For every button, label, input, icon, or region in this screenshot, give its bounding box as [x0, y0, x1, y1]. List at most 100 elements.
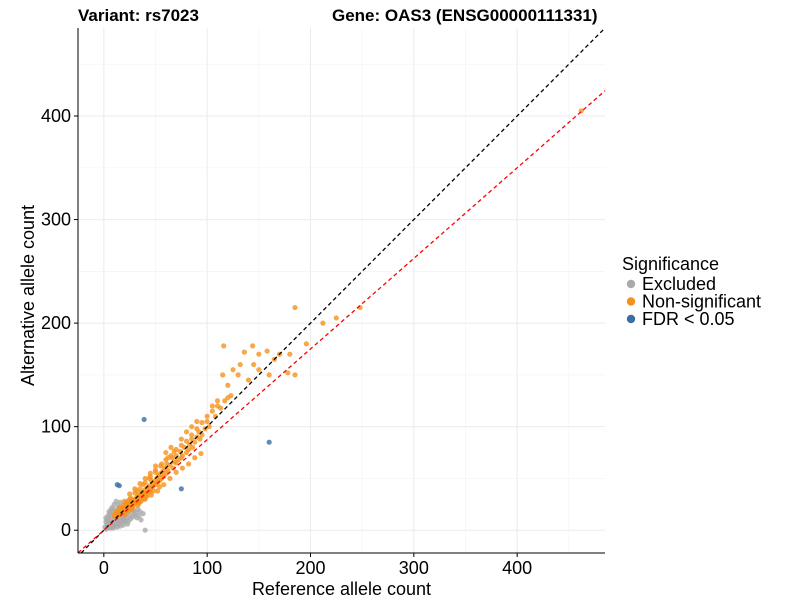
legend-swatch	[626, 297, 636, 306]
point-non-significant	[132, 486, 138, 492]
point-non-significant	[220, 372, 226, 378]
point-non-significant	[173, 469, 179, 475]
point-excluded	[103, 515, 109, 521]
point-excluded	[106, 508, 112, 515]
point-non-significant	[228, 393, 234, 399]
point-excluded	[125, 521, 131, 527]
point-non-significant	[178, 436, 184, 442]
point-non-significant	[146, 475, 152, 482]
point-non-significant	[164, 461, 170, 467]
point-non-significant	[147, 470, 153, 476]
point-non-significant	[230, 367, 236, 373]
point-non-significant	[209, 403, 215, 409]
point-non-significant	[214, 403, 221, 409]
legend-label: Excluded	[642, 274, 716, 294]
point-non-significant	[183, 429, 190, 435]
x-tick-label: 300	[399, 558, 429, 578]
point-non-significant	[179, 465, 185, 471]
point-excluded	[113, 498, 119, 504]
y-tick-label: 400	[41, 106, 71, 126]
point-non-significant	[168, 444, 174, 450]
point-fdr-0-05	[266, 439, 272, 445]
point-excluded	[110, 525, 116, 531]
point-non-significant	[204, 413, 210, 419]
point-non-significant	[152, 467, 159, 473]
point-non-significant	[206, 424, 212, 430]
point-non-significant	[135, 502, 141, 508]
point-non-significant	[225, 382, 231, 388]
fit-reference-line	[77, 90, 606, 554]
gene-title: Gene: OAS3 (ENSG00000111331)	[332, 6, 598, 25]
y-tick-label: 0	[61, 520, 71, 540]
point-fdr-0-05	[116, 483, 122, 489]
point-non-significant	[237, 361, 243, 368]
legend-title: Significance	[622, 254, 719, 274]
point-non-significant	[285, 370, 291, 376]
point-non-significant	[333, 315, 339, 321]
point-non-significant	[194, 426, 200, 432]
point-non-significant	[141, 496, 147, 502]
point-fdr-0-05	[178, 486, 184, 492]
point-non-significant	[320, 320, 326, 326]
point-non-significant	[137, 481, 143, 487]
point-non-significant	[251, 361, 257, 368]
point-non-significant	[235, 372, 241, 378]
reference-lines	[77, 27, 606, 554]
x-tick-label: 400	[502, 558, 532, 578]
legend-swatch	[626, 314, 636, 324]
point-excluded	[138, 517, 144, 523]
x-tick-label: 0	[99, 558, 109, 578]
point-excluded	[142, 527, 148, 533]
y-tick-label: 200	[41, 313, 71, 333]
point-non-significant	[178, 442, 184, 448]
point-non-significant	[189, 436, 195, 442]
point-non-significant	[183, 449, 190, 456]
point-non-significant	[159, 461, 165, 467]
identity-reference-line	[80, 27, 606, 554]
point-non-significant	[163, 449, 169, 456]
point-non-significant	[250, 343, 256, 349]
point-non-significant	[214, 398, 221, 404]
point-non-significant	[185, 461, 192, 467]
point-non-significant	[192, 455, 198, 461]
variant-title: Variant: rs7023	[78, 6, 199, 25]
point-non-significant	[113, 508, 119, 515]
point-non-significant	[142, 475, 148, 482]
point-non-significant	[127, 491, 133, 497]
point-non-significant	[292, 304, 298, 311]
x-axis-title: Reference allele count	[252, 579, 431, 599]
point-non-significant	[199, 419, 205, 426]
point-non-significant	[171, 448, 177, 455]
point-non-significant	[198, 450, 204, 457]
point-non-significant	[256, 351, 262, 357]
point-non-significant	[183, 438, 190, 444]
point-non-significant	[266, 372, 272, 378]
point-non-significant	[154, 488, 161, 494]
point-non-significant	[121, 498, 128, 504]
point-non-significant	[157, 484, 163, 490]
legend-swatch	[626, 279, 636, 289]
point-non-significant	[303, 341, 309, 347]
point-non-significant	[189, 424, 195, 430]
point-non-significant	[221, 343, 227, 349]
axes: 0 100 200 300 400 0 100 200 300 400 Reference alle…	[18, 28, 605, 599]
point-non-significant	[287, 351, 293, 357]
data-points	[102, 108, 584, 533]
y-tick-label: 300	[41, 210, 71, 230]
point-non-significant	[241, 349, 247, 355]
point-non-significant	[209, 408, 215, 414]
point-fdr-0-05	[141, 416, 147, 423]
point-non-significant	[264, 348, 270, 354]
point-non-significant	[161, 482, 167, 488]
point-excluded	[137, 508, 143, 515]
point-excluded	[118, 518, 124, 524]
point-excluded	[114, 524, 120, 530]
point-non-significant	[171, 459, 177, 465]
point-non-significant	[245, 377, 252, 383]
point-non-significant	[121, 512, 128, 518]
point-non-significant	[256, 367, 262, 373]
y-axis-title: Alternative allele count	[18, 205, 38, 386]
point-non-significant	[204, 418, 210, 425]
